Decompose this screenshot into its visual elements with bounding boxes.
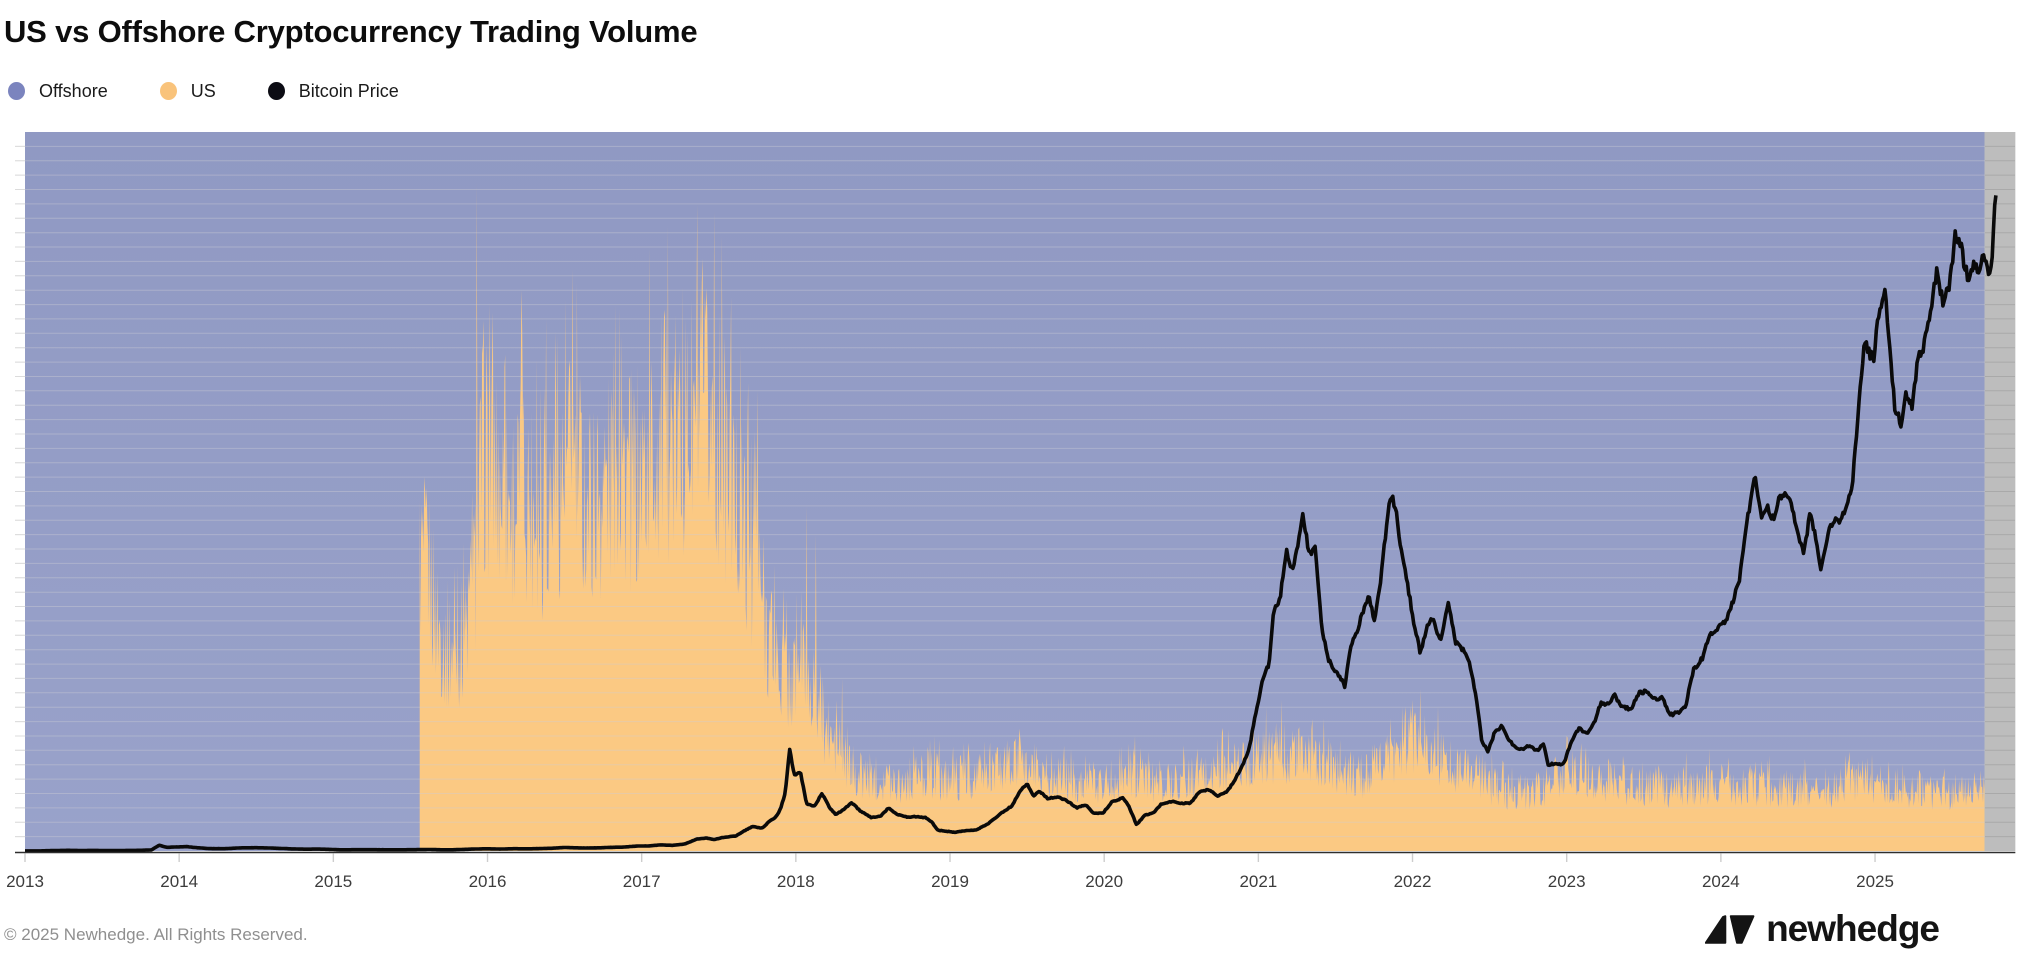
chart-legend: Offshore US Bitcoin Price xyxy=(8,79,399,103)
offshore-swatch-icon xyxy=(8,82,25,100)
x-axis-tick-label: 2015 xyxy=(314,872,353,891)
x-axis-tick-label: 2017 xyxy=(622,872,661,891)
brand-name: newhedge xyxy=(1766,908,1940,949)
us-area xyxy=(419,182,1985,852)
volume-chart-canvas[interactable] xyxy=(0,0,2025,910)
x-axis-tick-label: 2014 xyxy=(160,872,199,891)
x-axis-tick-label: 2023 xyxy=(1547,872,1586,891)
x-axis-tick-label: 2024 xyxy=(1701,872,1740,891)
x-axis-tick-label: 2020 xyxy=(1085,872,1124,891)
legend-item-us[interactable]: US xyxy=(159,80,216,102)
gridline-stubs xyxy=(15,145,25,838)
volume-chart[interactable] xyxy=(0,0,2025,915)
legend-label: Bitcoin Price xyxy=(298,80,399,101)
x-axis-tick-label: 2021 xyxy=(1239,872,1278,891)
overlay-gridlines xyxy=(1985,145,2015,838)
x-axis-tick-label: 2016 xyxy=(468,872,507,891)
page-title: US vs Offshore Cryptocurrency Trading Vo… xyxy=(4,14,698,49)
legend-label: US xyxy=(190,80,216,101)
bitcoin-price-swatch-icon xyxy=(267,82,285,100)
partial-period-overlay xyxy=(1984,132,2016,851)
x-axis-tick-label: 2018 xyxy=(776,872,815,891)
offshore-area xyxy=(25,132,1985,851)
x-axis-tick-label: 2013 xyxy=(6,872,44,891)
x-axis-tick-label: 2022 xyxy=(1393,872,1432,891)
newhedge-mark-icon xyxy=(1705,914,1755,944)
gridlines xyxy=(15,145,2015,838)
legend-item-bitcoin-price[interactable]: Bitcoin Price xyxy=(267,80,399,102)
x-axis-tick-label: 2025 xyxy=(1856,872,1894,891)
legend-label: Offshore xyxy=(39,80,108,101)
brand-footer[interactable]: newhedge xyxy=(1705,908,1940,950)
bitcoin-price-line xyxy=(24,195,1998,853)
us-swatch-icon xyxy=(159,82,177,100)
x-axis-tick-label: 2019 xyxy=(931,872,969,891)
legend-item-offshore[interactable]: Offshore xyxy=(8,81,108,102)
copyright-text: © 2025 Newhedge. All Rights Reserved. xyxy=(4,925,308,944)
